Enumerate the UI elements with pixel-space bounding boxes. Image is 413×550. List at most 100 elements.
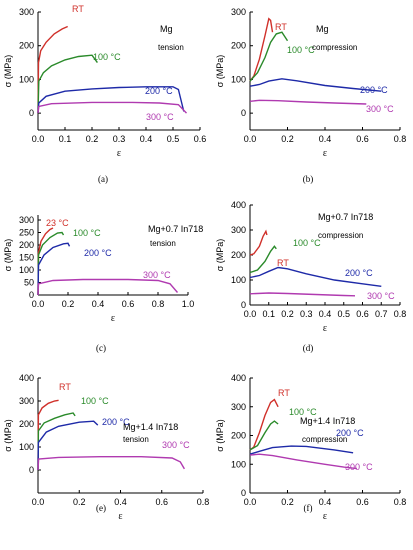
x-tick-label: 0.2 [281,309,294,319]
loading-mode-annotation: compression [318,231,363,240]
x-tick-label: 0.2 [62,299,75,309]
x-tick-label: 0.6 [356,497,369,507]
y-tick-label: 400 [231,373,246,383]
series-label: 23 °C [46,218,69,228]
y-tick-label: 200 [231,41,246,51]
x-axis-label: ε [323,323,327,334]
x-tick-label: 1.0 [182,299,195,309]
loading-mode-annotation: tension [123,435,149,444]
y-tick-label: 200 [231,431,246,441]
x-tick-label: 0.0 [244,134,257,144]
series-label: RT [59,382,71,392]
material-annotation: Mg+0.7 In718 [148,224,203,234]
series-label: 300 °C [146,112,174,122]
series-label: RT [72,4,84,14]
series-label: 100 °C [73,228,101,238]
y-tick-label: 100 [19,74,34,84]
y-axis-label: σ (MPa) [215,239,225,272]
x-tick-label: 0.0 [32,134,45,144]
y-tick-label: 200 [19,240,34,250]
panel-caption: (a) [98,174,108,184]
panel-b: 0.0 0.2 0.4 0.6 0.8 0 100 200 300 ε σ (MPa) RT 100 °… [215,7,406,184]
x-axis-label: ε [323,511,327,522]
x-tick-label: 0.6 [356,309,369,319]
series-label: RT [275,22,287,32]
loading-mode-annotation: tension [150,239,176,248]
y-tick-label: 100 [231,275,246,285]
x-tick-label: 0.2 [281,497,294,507]
x-tick-label: 0.0 [32,299,45,309]
material-annotation: Mg+1.4 In718 [123,422,178,432]
y-tick-label: 300 [231,402,246,412]
panel-c: 0.0 0.2 0.4 0.6 0.8 1.0 0 50 100 150 200 250 300 ε σ (… [3,215,203,353]
x-tick-label: 0.6 [356,134,369,144]
series-label: 300 °C [366,104,394,114]
x-axis-label: ε [118,511,122,522]
panel-caption: (c) [96,343,106,353]
x-tick-label: 0.4 [319,309,332,319]
y-tick-label: 200 [231,250,246,260]
series-label: 300 °C [345,462,373,472]
x-tick-label: 0.5 [337,309,350,319]
x-axis-label: ε [323,148,327,159]
y-tick-label: 300 [231,225,246,235]
x-tick-label: 0.7 [375,309,388,319]
series-line-100c [250,32,288,81]
x-tick-label: 0.8 [394,134,407,144]
series-line-rt [38,400,59,470]
series-label: 300 °C [143,270,171,280]
y-axis-label: σ (MPa) [3,419,13,452]
series-line-rt [250,19,273,81]
x-tick-label: 0.8 [152,299,165,309]
y-tick-label: 400 [19,373,34,383]
y-axis-label: σ (MPa) [215,55,225,88]
y-tick-label: 0 [241,300,246,310]
panel-caption: (b) [303,174,314,184]
series-label: 300 °C [367,291,395,301]
series-label: 100 °C [81,396,109,406]
x-tick-label: 0.3 [300,309,313,319]
x-tick-label: 0.2 [73,497,86,507]
y-axis-label: σ (MPa) [3,55,13,88]
series-line-200c [250,446,353,454]
x-tick-label: 0.0 [244,497,257,507]
series-line-200c [38,243,70,295]
y-tick-label: 300 [231,7,246,17]
series-line-200c [38,421,98,470]
material-annotation: Mg+1.4 In718 [300,416,355,426]
x-tick-label: 0.0 [32,497,45,507]
x-tick-label: 0.5 [167,134,180,144]
series-line-300c [38,280,178,296]
series-label: 100 °C [287,45,315,55]
y-tick-label: 250 [19,228,34,238]
loading-mode-annotation: tension [158,43,184,52]
x-tick-label: 0.8 [394,497,407,507]
panel-e: 0.0 0.2 0.4 0.6 0.80100200300400εσ (MPa)RT10… [3,373,209,522]
series-label: RT [278,388,290,398]
series-line-100c [38,233,64,296]
y-tick-label: 200 [19,41,34,51]
x-axis-label: ε [117,148,121,159]
series-line-100c [250,246,276,272]
x-axis-label: ε [111,313,115,324]
series-label: 100 °C [93,52,121,62]
x-tick-label: 0.6 [194,134,207,144]
series-line-300c [250,454,357,468]
y-tick-label: 300 [19,396,34,406]
x-tick-label: 0.4 [140,134,153,144]
panel-a: 0.0 0.1 0.2 0.3 0.4 0.5 0.6 0 100 200 300 ε σ (MPa) R… [3,4,206,184]
series-line-rt [250,231,267,255]
x-tick-label: 0.4 [114,497,127,507]
series-label: RT [277,258,289,268]
x-tick-label: 0.0 [244,309,257,319]
x-tick-label: 0.6 [155,497,168,507]
y-tick-label: 50 [24,278,34,288]
y-axis-label: σ (MPa) [3,239,13,272]
y-tick-label: 100 [19,442,34,452]
y-tick-label: 400 [231,200,246,210]
y-tick-label: 100 [231,459,246,469]
series-label: 200 °C [145,86,173,96]
panel-caption: (e) [96,503,106,513]
y-tick-label: 100 [231,74,246,84]
